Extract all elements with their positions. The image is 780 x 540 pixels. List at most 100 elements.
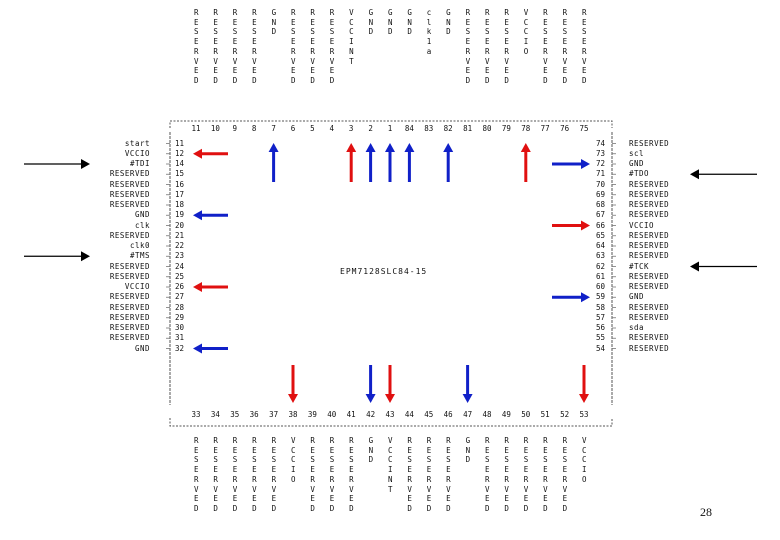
chip-outline-bottom <box>169 418 613 427</box>
arrow-blue-right-72-head <box>581 159 590 169</box>
top-pin-label: RESERVED <box>232 8 238 85</box>
arrow-blue-top-2-head <box>365 143 376 152</box>
arrow-black-left-23-head <box>81 251 90 262</box>
top-pin-label: GND <box>407 8 413 37</box>
top-pin-label: RESERVED <box>484 8 490 85</box>
bottom-pin-label: VCCIO <box>290 436 296 484</box>
bottom-pin-number: 40 <box>327 410 337 419</box>
top-pin-number: 6 <box>290 124 296 133</box>
left-pin-number: 23 <box>175 251 185 261</box>
right-pin-label: RESERVED <box>629 138 670 148</box>
top-pin-number: 76 <box>560 124 570 133</box>
right-pin-number: 63 <box>596 251 606 261</box>
bottom-pin-label: VCCINT <box>387 436 393 494</box>
arrow-red-bottom-43-head <box>385 394 395 403</box>
left-pin-label: #TMS <box>129 251 150 261</box>
left-pin-number: 22 <box>175 241 185 250</box>
bottom-pin-number: 49 <box>501 410 511 419</box>
right-pin-label: #TDO <box>629 169 650 179</box>
right-pin-label: RESERVED <box>629 333 670 343</box>
left-pin-label: GND <box>134 343 150 353</box>
bottom-pin-label: RESERVED <box>484 436 490 513</box>
left-pin-number: 29 <box>175 312 185 322</box>
bottom-pin-label: RESERVED <box>271 436 277 513</box>
top-pin-label: RESERVED <box>504 8 510 85</box>
arrow-blue-top-82-head <box>443 143 454 152</box>
right-pin-number: 59 <box>596 292 606 302</box>
left-pin-label: RESERVED <box>109 302 150 312</box>
bottom-pin-label: RESERVED <box>252 436 258 513</box>
right-pin-label: sda <box>629 323 645 332</box>
left-pin-label: VCCIO <box>124 148 150 158</box>
left-pin-label: RESERVED <box>109 179 150 189</box>
right-pin-number: 72 <box>596 159 606 168</box>
left-pin-label: #TDI <box>129 159 150 168</box>
right-pin-label: RESERVED <box>629 302 670 312</box>
bottom-pin-label: RESERVED <box>504 436 510 513</box>
top-pin-number: 83 <box>424 124 434 133</box>
top-pin-number: 1 <box>387 124 393 133</box>
bottom-pin-number: 36 <box>249 410 259 419</box>
left-pin-label: RESERVED <box>109 261 150 271</box>
top-pin-number: 9 <box>232 124 238 133</box>
bottom-pin-label: RESERVED <box>329 436 335 513</box>
arrow-blue-bottom-42-head <box>365 394 376 403</box>
left-pin-label: start <box>124 138 150 148</box>
left-pin-number: 21 <box>175 230 185 240</box>
arrow-blue-left-19-head <box>193 210 202 221</box>
chip-name: EPM7128SLC84-15 <box>340 267 428 276</box>
left-pin-label: clk0 <box>129 241 150 250</box>
top-pin-label: RESERVED <box>543 8 549 85</box>
top-pin-number: 8 <box>251 124 257 133</box>
left-pin-number: 19 <box>175 210 185 220</box>
bottom-pin-label: RESERVED <box>310 436 316 513</box>
right-pin-number: 57 <box>596 312 606 322</box>
right-pin-number: 65 <box>596 230 606 240</box>
left-pin-label: RESERVED <box>109 292 150 302</box>
right-pin-number: 71 <box>596 169 606 179</box>
bottom-pin-label: RESERVED <box>426 436 432 513</box>
top-pin-label: VCCIO <box>523 8 529 56</box>
bottom-pin-label: RESERVED <box>232 436 238 513</box>
bottom-pin-label: RESERVED <box>523 436 529 513</box>
right-pin-label: GND <box>629 159 645 168</box>
bottom-pin-number: 52 <box>560 410 570 419</box>
right-pin-label: RESERVED <box>629 343 670 353</box>
bottom-pin-label: VCCIO <box>581 436 587 484</box>
top-pin-label: RESERVED <box>562 8 568 85</box>
right-pin-number: 55 <box>596 333 606 343</box>
right-pin-number: 62 <box>596 261 606 271</box>
right-pin-label: RESERVED <box>629 271 670 281</box>
right-pin-number: 54 <box>596 343 606 353</box>
right-pin-number: 69 <box>596 189 606 199</box>
bottom-pin-number: 44 <box>404 410 414 419</box>
left-pin-label: RESERVED <box>109 230 150 240</box>
bottom-pin-label: RESERVED <box>213 436 219 513</box>
right-pin-label: RESERVED <box>629 179 670 189</box>
right-pin-number: 68 <box>596 200 606 209</box>
top-pin-number: 80 <box>482 124 492 133</box>
top-pin-number: 3 <box>348 124 354 133</box>
top-pin-number: 5 <box>310 124 315 133</box>
left-pin-number: 17 <box>175 189 185 199</box>
top-pin-number: 2 <box>368 124 373 133</box>
arrow-blue-top-84-head <box>404 143 415 152</box>
bottom-pin-number: 33 <box>191 410 201 419</box>
arrow-red-top-78-head <box>520 143 531 152</box>
left-pin-number: 15 <box>175 169 185 179</box>
arrow-black-left-14-head <box>81 159 90 169</box>
arrow-black-right-62-head <box>690 261 699 272</box>
bottom-pin-number: 35 <box>230 410 240 419</box>
right-pin-label: #TCK <box>629 261 650 271</box>
right-pin-label: RESERVED <box>629 189 670 199</box>
right-pin-label: RESERVED <box>629 251 670 261</box>
bottom-pin-number: 38 <box>288 410 298 419</box>
top-pin-label: RESERVED <box>310 8 316 85</box>
top-pin-number: 10 <box>210 124 220 133</box>
left-pin-label: RESERVED <box>109 271 150 281</box>
bottom-pin-number: 51 <box>540 410 550 419</box>
left-pin-number: 16 <box>175 179 185 189</box>
bottom-pin-number: 39 <box>307 410 317 419</box>
